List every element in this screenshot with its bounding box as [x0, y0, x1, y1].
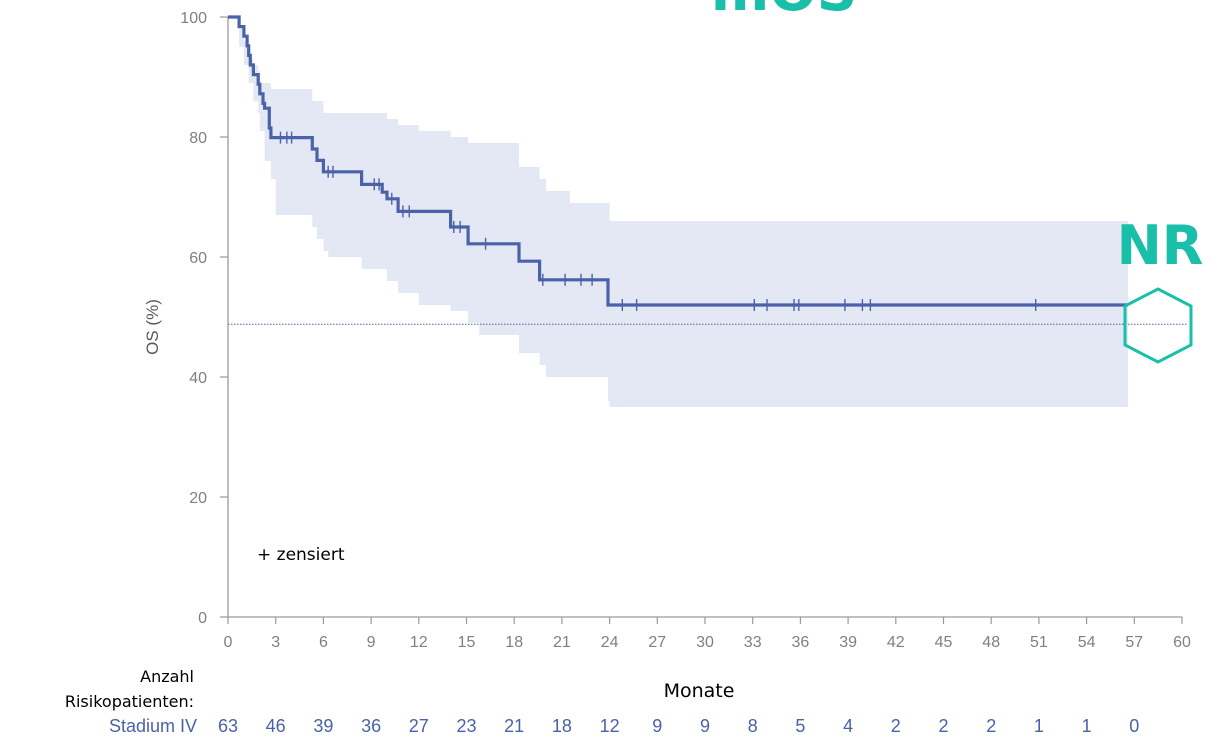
x-tick-label: 33: [744, 634, 762, 651]
risk-count: 18: [552, 716, 572, 736]
x-ticks: 0 3 6 9 12 15 18 21 24 27 30 33 36 39 42 45 48 51 54 57 60: [224, 617, 1191, 651]
risk-count: 12: [600, 716, 620, 736]
risk-count: 63: [218, 716, 238, 736]
risk-count: 46: [266, 716, 286, 736]
y-tick-label: 60: [189, 250, 207, 267]
y-tick-label: 0: [198, 610, 207, 627]
risk-count: 2: [891, 716, 901, 736]
x-tick-label: 60: [1173, 634, 1191, 651]
risk-count: 21: [504, 716, 524, 736]
risk-count: 2: [938, 716, 948, 736]
risk-count: 2: [986, 716, 996, 736]
risk-count: 39: [313, 716, 333, 736]
x-tick-label: 27: [648, 634, 666, 651]
x-tick-label: 3: [271, 634, 280, 651]
x-axis-label: Monate: [664, 680, 735, 702]
chart-title-partial: mOS: [711, 0, 857, 24]
confidence-band: [228, 17, 1128, 407]
y-ticks: 0 20 40 60 80 100: [180, 10, 228, 627]
risk-count: 36: [361, 716, 381, 736]
risk-group-label: Stadium IV: [109, 716, 197, 736]
risk-count: 1: [1082, 716, 1092, 736]
risk-count: 9: [700, 716, 710, 736]
x-tick-label: 51: [1030, 634, 1048, 651]
x-tick-label: 9: [367, 634, 376, 651]
risk-count: 5: [795, 716, 805, 736]
censor-marks: [279, 131, 1037, 311]
x-tick-label: 15: [458, 634, 476, 651]
y-axis-label: OS (%): [143, 299, 162, 355]
y-tick-label: 40: [189, 370, 207, 387]
x-tick-label: 36: [792, 634, 810, 651]
x-tick-label: 0: [224, 634, 233, 651]
risk-count: 23: [456, 716, 476, 736]
risk-count: 9: [652, 716, 662, 736]
x-tick-label: 39: [839, 634, 857, 651]
x-tick-label: 45: [935, 634, 953, 651]
x-tick-label: 48: [982, 634, 1000, 651]
risk-count: 0: [1129, 716, 1139, 736]
risk-count: 8: [748, 716, 758, 736]
y-tick-label: 20: [189, 490, 207, 507]
x-tick-label: 42: [887, 634, 905, 651]
x-tick-label: 6: [319, 634, 328, 651]
x-tick-label: 24: [601, 634, 619, 651]
x-tick-label: 12: [410, 634, 428, 651]
x-tick-label: 21: [553, 634, 571, 651]
risk-count: 27: [409, 716, 429, 736]
median-result-label: NR: [1117, 214, 1204, 277]
risk-count: 1: [1034, 716, 1044, 736]
censor-legend: + zensiert: [257, 545, 345, 565]
x-tick-label: 30: [696, 634, 714, 651]
x-tick-label: 18: [505, 634, 523, 651]
ci-band: [228, 17, 1128, 407]
x-tick-label: 57: [1125, 634, 1143, 651]
x-tick-label: 54: [1078, 634, 1096, 651]
risk-counts: 63 46 39 36 27 23 21 18 12 9 9 8 5 4 2 2 2 1 1 0: [218, 716, 1139, 736]
hexagon-icon: [1123, 287, 1193, 364]
y-tick-label: 80: [189, 130, 207, 147]
risk-heading-1: Anzahl: [140, 667, 194, 686]
risk-count: 4: [843, 716, 853, 736]
risk-heading-2: Risikopatienten:: [65, 692, 194, 711]
y-tick-label: 100: [180, 10, 207, 27]
